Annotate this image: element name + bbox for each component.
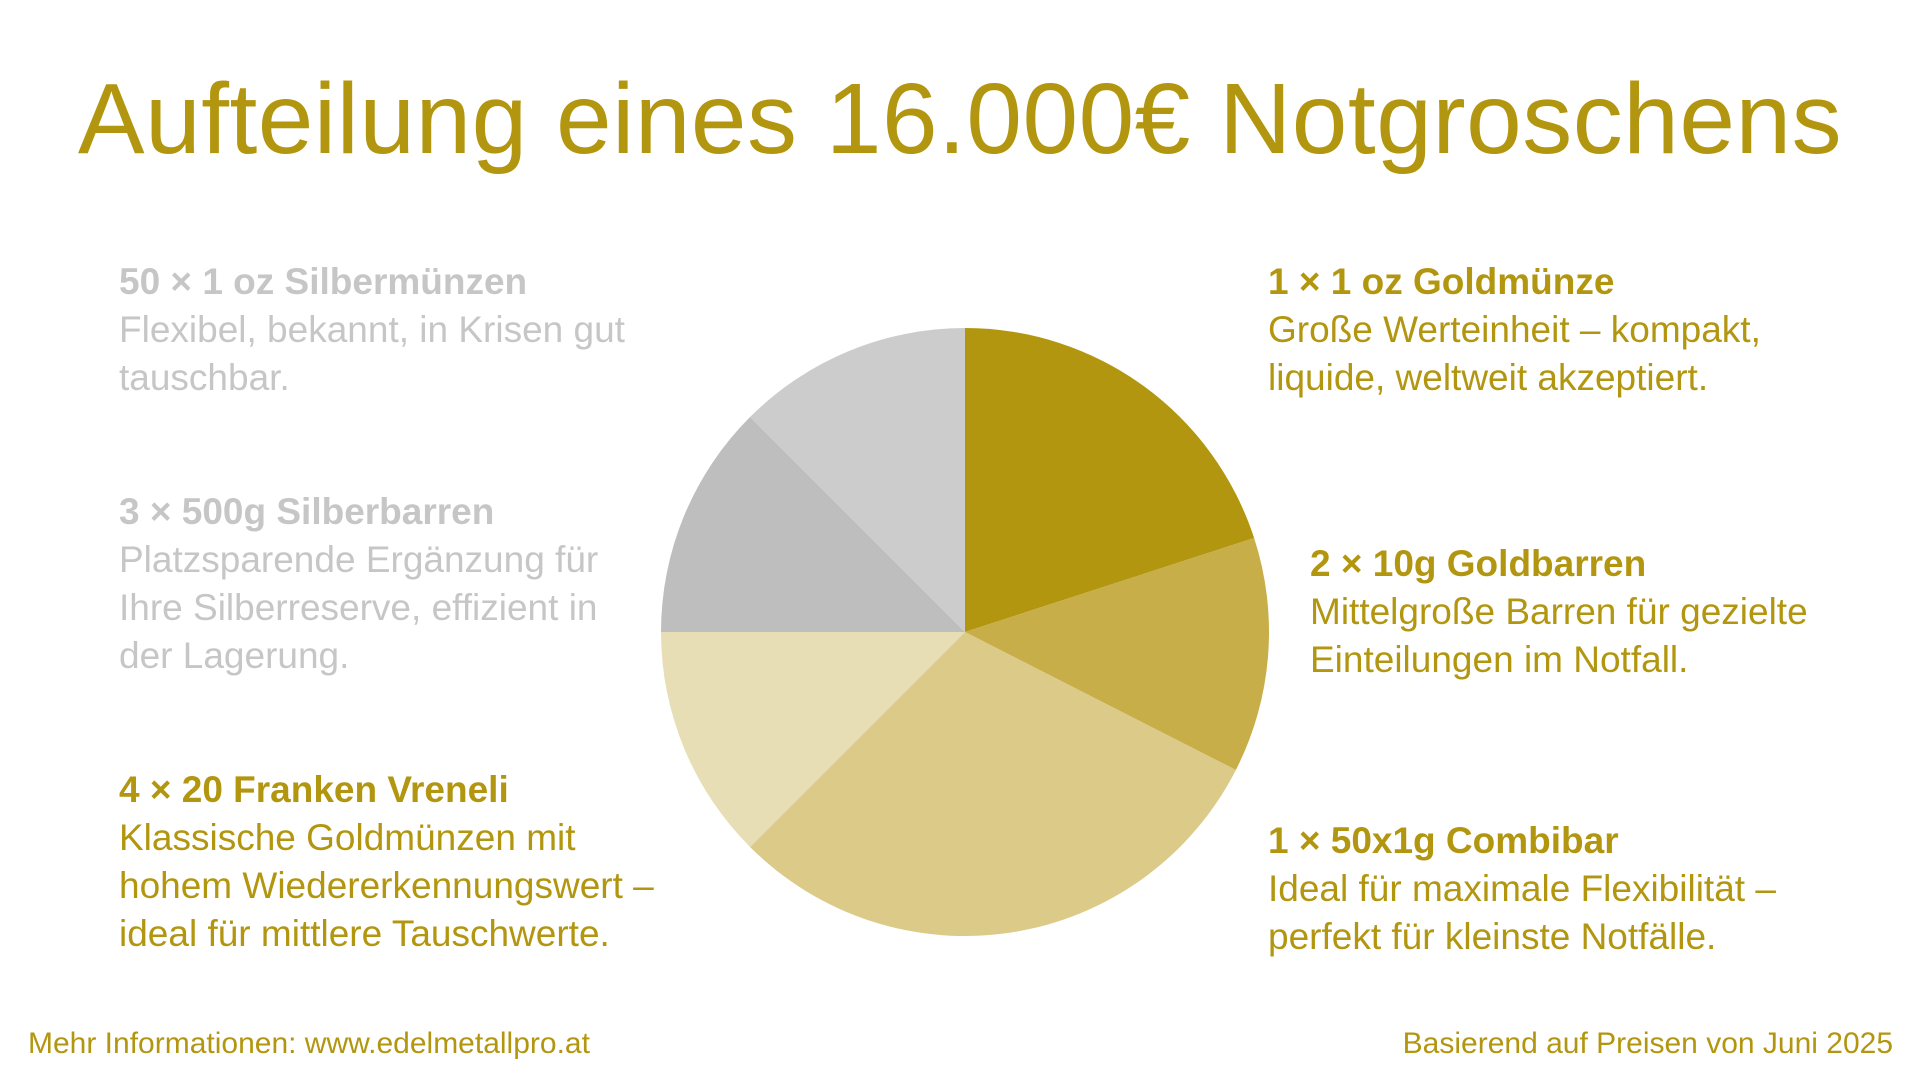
label-silver-coins-head: 50 × 1 oz Silbermünzen [119, 261, 528, 302]
label-vreneli-line: Klassische Goldmünzen mit [119, 817, 576, 858]
label-silver-bars-line: Platzsparende Ergänzung für [119, 539, 599, 580]
footer-info-link[interactable]: Mehr Informationen: www.edelmetallpro.at [28, 1027, 590, 1060]
pie-slice-4 [661, 417, 965, 632]
label-silver-bars-line: der Lagerung. [119, 635, 350, 676]
label-combibar-line: perfekt für kleinste Notfälle. [1268, 916, 1717, 957]
label-vreneli-line: ideal für mittlere Tauschwerte. [119, 913, 610, 954]
pie-chart [661, 328, 1269, 936]
pie-slice-2 [750, 632, 1236, 936]
footer-price-note: Basierend auf Preisen von Juni 2025 [1402, 1027, 1893, 1060]
label-silver-coins-line: tauschbar. [119, 357, 290, 398]
pie-slice-0 [965, 328, 1255, 632]
label-silver-bars-line: Ihre Silberreserve, effizient in [119, 587, 598, 628]
label-silver-coins-line: Flexibel, bekannt, in Krisen gut [119, 309, 625, 350]
label-gold-bars-line: Mittelgroße Barren für gezielte [1310, 591, 1808, 632]
label-combibar: 1 × 50x1g Combibar Ideal für maximale Fl… [1268, 817, 1888, 961]
label-vreneli: 4 × 20 Franken Vreneli Klassische Goldmü… [119, 766, 739, 958]
label-silver-coins: 50 × 1 oz Silbermünzen Flexibel, bekannt… [119, 258, 739, 402]
label-gold-coin-head: 1 × 1 oz Goldmünze [1268, 261, 1615, 302]
label-gold-coin-line: liquide, weltweit akzeptiert. [1268, 357, 1709, 398]
label-silver-bars-head: 3 × 500g Silberbarren [119, 491, 495, 532]
chart-title: Aufteilung eines 16.000€ Notgroschens [77, 63, 1843, 175]
pie-slice-5 [750, 328, 965, 632]
label-vreneli-head: 4 × 20 Franken Vreneli [119, 769, 509, 810]
label-combibar-line: Ideal für maximale Flexibilität – [1268, 868, 1776, 909]
label-gold-coin: 1 × 1 oz Goldmünze Große Werteinheit – k… [1268, 258, 1888, 402]
label-gold-bars: 2 × 10g Goldbarren Mittelgroße Barren fü… [1310, 540, 1920, 684]
label-gold-coin-line: Große Werteinheit – kompakt, [1268, 309, 1761, 350]
label-gold-bars-head: 2 × 10g Goldbarren [1310, 543, 1647, 584]
pie-slice-3 [661, 632, 965, 847]
label-gold-bars-line: Einteilungen im Notfall. [1310, 639, 1689, 680]
label-combibar-head: 1 × 50x1g Combibar [1268, 820, 1619, 861]
label-vreneli-line: hohem Wiedererkennungswert – [119, 865, 654, 906]
label-silver-bars: 3 × 500g Silberbarren Platzsparende Ergä… [119, 488, 739, 680]
pie-slice-1 [965, 538, 1269, 771]
